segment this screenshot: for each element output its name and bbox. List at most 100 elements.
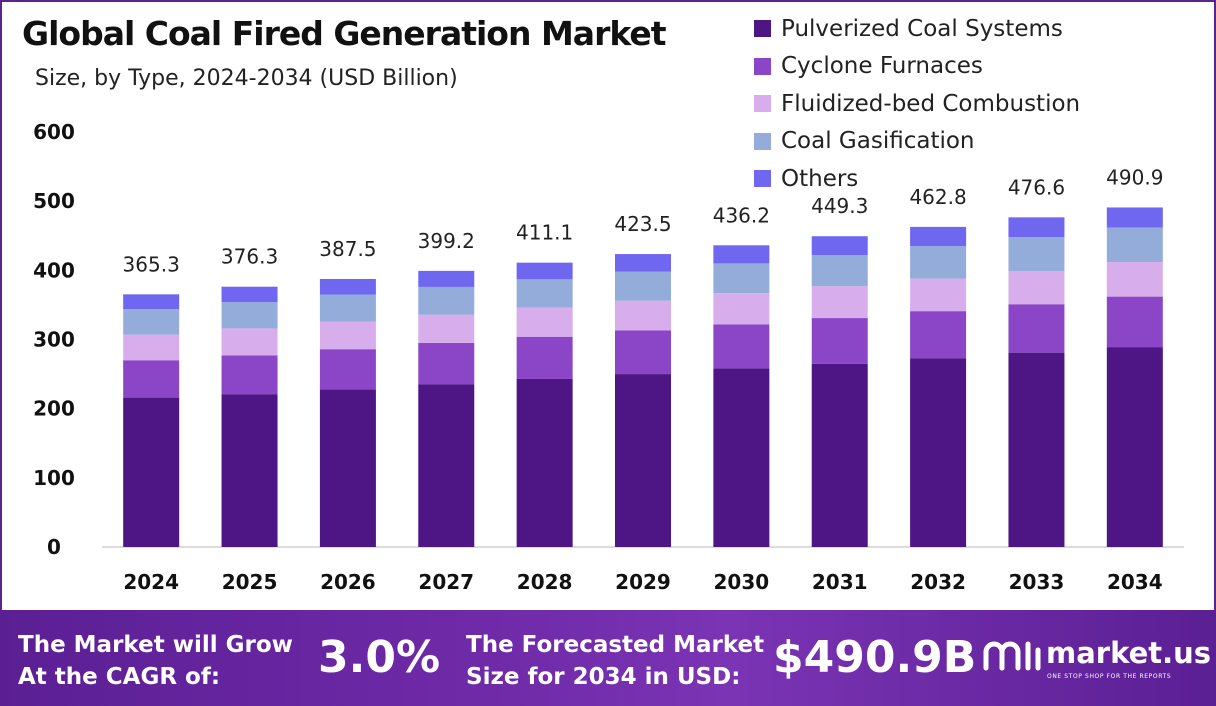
legend-item-fluidized: Fluidized-bed Combustion xyxy=(754,85,1080,123)
bar-segment xyxy=(615,330,671,375)
y-tick-label: 0 xyxy=(47,535,61,559)
bar-segment xyxy=(713,293,770,325)
brand-tagline: ONE STOP SHOP FOR THE REPORTS xyxy=(1047,673,1172,680)
legend-item-gasification: Coal Gasification xyxy=(754,123,1080,161)
bar-segment xyxy=(123,294,180,310)
bar-segment xyxy=(615,300,671,331)
legend-label: Others xyxy=(781,165,859,192)
legend-swatch xyxy=(754,132,771,150)
brand-name: market.us xyxy=(1046,636,1212,670)
cagr-label: The Market will Grow At the CAGR of: xyxy=(18,629,293,693)
bar-segment xyxy=(713,263,770,294)
bar-segment xyxy=(811,363,868,547)
bar-segment xyxy=(811,286,868,319)
bar-segment xyxy=(713,368,770,547)
legend-swatch xyxy=(754,170,771,188)
legend-swatch xyxy=(754,57,771,75)
total-data-label: 449.3 xyxy=(811,194,868,218)
bar-segment xyxy=(516,307,573,337)
bar-segment xyxy=(1106,296,1163,348)
legend-label: Fluidized-bed Combustion xyxy=(781,90,1081,117)
x-tick-label: 2026 xyxy=(320,570,376,594)
x-tick-label: 2034 xyxy=(1107,570,1163,594)
bar-segment xyxy=(516,262,573,280)
cagr-label-line2: At the CAGR of: xyxy=(18,664,221,690)
bar-segment xyxy=(1106,227,1163,263)
legend-label: Pulverized Coal Systems xyxy=(781,15,1063,42)
bar-segment xyxy=(418,384,475,547)
bar-segment xyxy=(123,397,180,547)
bar-segment xyxy=(1008,304,1065,353)
legend: Pulverized Coal Systems Cyclone Furnaces… xyxy=(754,10,1080,198)
cagr-value: 3.0% xyxy=(318,632,441,683)
bar-segment xyxy=(910,246,967,279)
total-data-label: 423.5 xyxy=(614,212,671,236)
bar-segment xyxy=(221,328,278,356)
total-data-label: 399.2 xyxy=(418,229,475,253)
forecast-label-line2: Size for 2034 in USD: xyxy=(466,664,741,690)
bar-segment xyxy=(418,270,475,287)
x-tick-label: 2028 xyxy=(517,570,573,594)
bar-segment xyxy=(319,389,376,547)
chart-title: Global Coal Fired Generation Market xyxy=(22,14,667,53)
bar-segment xyxy=(1106,347,1163,547)
bar-segment xyxy=(418,286,475,315)
bar-segment xyxy=(516,336,573,379)
bar-segment xyxy=(713,245,770,264)
x-tick-label: 2031 xyxy=(812,570,868,594)
bar-segment xyxy=(123,309,180,335)
x-tick-label: 2033 xyxy=(1009,570,1065,594)
x-tick-label: 2030 xyxy=(714,570,770,594)
bar-segment xyxy=(811,236,868,256)
x-tick-label: 2032 xyxy=(910,570,966,594)
legend-swatch xyxy=(754,20,771,38)
y-tick-label: 100 xyxy=(33,466,75,490)
bar-segment xyxy=(615,254,671,272)
total-data-label: 365.3 xyxy=(123,252,180,276)
legend-item-cyclone: Cyclone Furnaces xyxy=(754,48,1080,86)
bar-segment xyxy=(516,279,573,308)
bar-segment xyxy=(615,271,671,301)
y-tick-label: 300 xyxy=(33,328,75,352)
legend-label: Cyclone Furnaces xyxy=(781,53,983,80)
x-tick-label: 2029 xyxy=(615,570,671,594)
bar-segment xyxy=(319,349,376,390)
bar-segment xyxy=(1106,207,1163,228)
total-data-label: 376.3 xyxy=(221,245,278,269)
forecast-label-line1: The Forecasted Market xyxy=(466,632,765,658)
y-tick-label: 600 xyxy=(33,120,75,144)
bar-segment xyxy=(811,255,868,287)
bar-segment xyxy=(1008,237,1065,272)
bar-segment xyxy=(1008,271,1065,305)
y-tick-label: 400 xyxy=(33,258,75,282)
bar-segment xyxy=(1008,352,1065,547)
forecast-label: The Forecasted Market Size for 2034 in U… xyxy=(466,629,764,693)
legend-label: Coal Gasification xyxy=(781,128,975,155)
bar-segment xyxy=(910,278,967,312)
footer-banner: The Market will Grow At the CAGR of: 3.0… xyxy=(0,610,1216,706)
total-data-label: 436.2 xyxy=(713,203,770,227)
bar-segment xyxy=(713,324,770,369)
bar-segment xyxy=(910,358,967,547)
bar-segment xyxy=(319,321,376,350)
bar-segment xyxy=(319,294,376,322)
bar-segment xyxy=(615,374,671,547)
bar-segment xyxy=(1106,262,1163,297)
legend-swatch xyxy=(754,95,771,113)
bar-segment xyxy=(811,318,868,364)
y-tick-label: 200 xyxy=(33,397,75,421)
cagr-label-line1: The Market will Grow xyxy=(18,632,293,658)
bar-segment xyxy=(418,314,475,343)
bar-segment xyxy=(221,286,278,303)
bar-segment xyxy=(910,226,967,247)
legend-item-pulverized: Pulverized Coal Systems xyxy=(754,10,1080,48)
bar-segment xyxy=(319,278,376,295)
y-tick-label: 500 xyxy=(33,189,75,213)
total-data-label: 411.1 xyxy=(516,221,573,245)
bar-segment xyxy=(516,378,573,547)
bar-segment xyxy=(123,334,180,361)
bar-segment xyxy=(418,342,475,385)
x-tick-label: 2027 xyxy=(418,570,474,594)
bar-segment xyxy=(221,394,278,547)
chart-subtitle: Size, by Type, 2024-2034 (USD Billion) xyxy=(35,66,458,91)
